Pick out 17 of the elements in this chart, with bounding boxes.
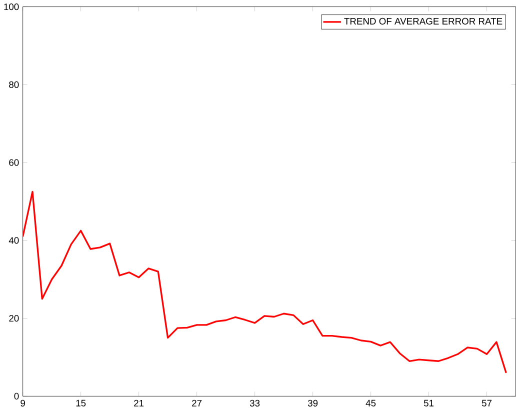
x-tick-label: 33 xyxy=(250,400,260,407)
y-tick-label: 80 xyxy=(9,81,19,88)
x-tick-label: 51 xyxy=(424,400,434,406)
line-series xyxy=(22,190,507,374)
y-tick-label: 100 xyxy=(4,3,19,10)
legend-label: TREND OF AVERAGE ERROR RATE xyxy=(344,18,502,25)
y-tick-label: 40 xyxy=(8,237,19,244)
y-tick-label: 0 xyxy=(14,392,19,400)
x-tick-label: 57 xyxy=(482,400,492,406)
x-tick-label: 9 xyxy=(20,400,25,407)
x-tick-label: 15 xyxy=(76,400,86,406)
x-tick-label: 39 xyxy=(308,400,318,407)
x-tick-label: 21 xyxy=(134,400,144,406)
x-tick-label: 27 xyxy=(192,400,202,406)
y-tick-label: 60 xyxy=(9,159,19,166)
x-tick-label: 45 xyxy=(366,400,376,406)
y-tick-label: 20 xyxy=(9,314,19,322)
